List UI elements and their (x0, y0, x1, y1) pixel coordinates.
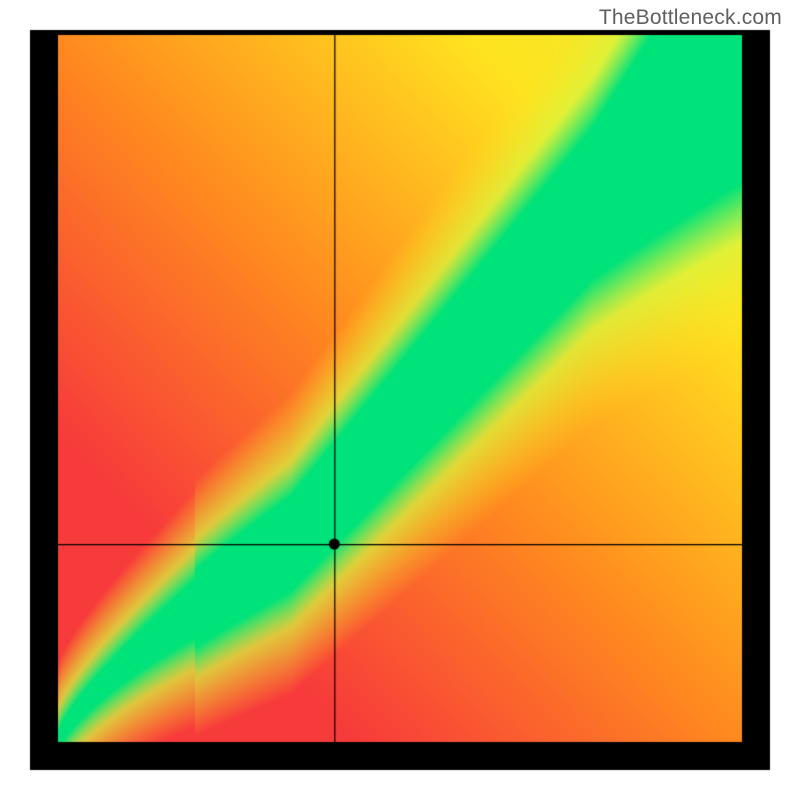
heatmap-canvas (0, 0, 800, 800)
chart-container: TheBottleneck.com (0, 0, 800, 800)
watermark-text: TheBottleneck.com (599, 6, 782, 30)
